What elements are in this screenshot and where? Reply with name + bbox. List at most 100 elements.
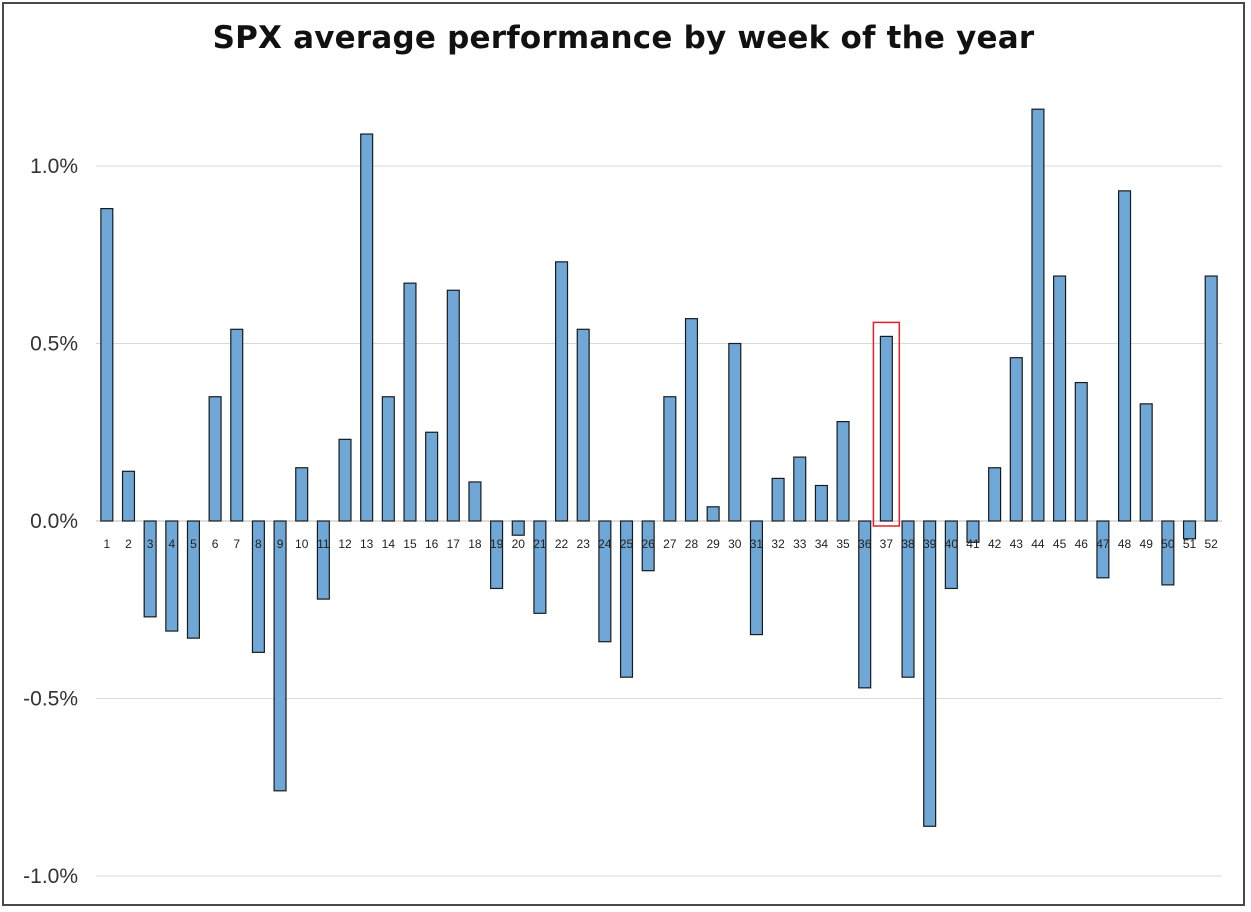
y-tick-label: 0.5% bbox=[30, 333, 78, 356]
bar-week-26 bbox=[641, 520, 655, 572]
x-tick-label: 24 bbox=[598, 537, 612, 551]
bar-week-51 bbox=[1182, 520, 1197, 540]
bar-week-34 bbox=[814, 484, 828, 522]
y-tick-label: -0.5% bbox=[23, 688, 78, 711]
x-tick-label: 21 bbox=[533, 537, 547, 551]
bar-week-49 bbox=[1139, 403, 1153, 522]
x-tick-label: 1 bbox=[103, 537, 110, 551]
x-tick-label: 30 bbox=[728, 537, 742, 551]
bar-week-28 bbox=[684, 318, 699, 522]
x-tick-label: 4 bbox=[168, 537, 175, 551]
x-tick-label: 9 bbox=[277, 537, 284, 551]
bar-week-22 bbox=[555, 261, 569, 522]
bar-week-47 bbox=[1096, 520, 1110, 579]
y-axis-ticks: 1.0% 0.5% 0.0% -0.5% -1.0% bbox=[23, 155, 78, 888]
bar-week-6 bbox=[208, 396, 222, 522]
bar-week-17 bbox=[446, 289, 460, 522]
x-tick-label: 36 bbox=[858, 537, 872, 551]
bar-week-13 bbox=[360, 133, 374, 522]
x-tick-label: 16 bbox=[425, 537, 439, 551]
x-tick-label: 39 bbox=[923, 537, 937, 551]
bar-week-3 bbox=[143, 520, 157, 618]
x-tick-label: 33 bbox=[793, 537, 807, 551]
x-tick-label: 12 bbox=[338, 537, 352, 551]
chart-title: SPX average performance by week of the y… bbox=[212, 20, 1035, 56]
x-tick-label: 31 bbox=[750, 537, 764, 551]
bar-week-33 bbox=[793, 456, 807, 522]
x-tick-label: 26 bbox=[641, 537, 655, 551]
x-tick-label: 48 bbox=[1118, 537, 1132, 551]
bar-week-16 bbox=[425, 431, 439, 522]
x-tick-label: 52 bbox=[1204, 537, 1218, 551]
x-tick-label: 34 bbox=[815, 537, 829, 551]
bar-week-9 bbox=[273, 520, 287, 792]
x-tick-label: 35 bbox=[836, 537, 850, 551]
x-tick-label: 8 bbox=[255, 537, 262, 551]
x-tick-label: 13 bbox=[360, 537, 374, 551]
bar-week-35 bbox=[836, 421, 850, 522]
x-tick-label: 45 bbox=[1053, 537, 1067, 551]
x-tick-label: 22 bbox=[555, 537, 569, 551]
bar-week-5 bbox=[186, 520, 200, 639]
x-tick-label: 43 bbox=[1010, 537, 1024, 551]
bar-week-15 bbox=[403, 282, 417, 522]
x-tick-label: 40 bbox=[945, 537, 959, 551]
x-tick-label: 25 bbox=[620, 537, 634, 551]
x-tick-label: 41 bbox=[966, 537, 980, 551]
x-tick-label: 18 bbox=[468, 537, 482, 551]
bar-week-31 bbox=[749, 520, 763, 636]
y-tick-label: -1.0% bbox=[23, 865, 78, 888]
bar-week-42 bbox=[988, 467, 1002, 522]
x-tick-label: 44 bbox=[1031, 537, 1045, 551]
bar-week-4 bbox=[165, 520, 179, 632]
x-tick-label: 10 bbox=[295, 537, 309, 551]
bar-week-44 bbox=[1031, 108, 1045, 522]
bar-week-7 bbox=[230, 328, 244, 522]
bar-week-29 bbox=[706, 506, 720, 522]
highlight-group bbox=[872, 321, 901, 527]
x-tick-label: 42 bbox=[988, 537, 1002, 551]
bar-week-52 bbox=[1204, 275, 1218, 522]
bar-week-1 bbox=[100, 208, 114, 522]
bar-week-23 bbox=[576, 328, 590, 522]
x-tick-label: 23 bbox=[577, 537, 591, 551]
x-tick-label: 47 bbox=[1096, 537, 1110, 551]
x-tick-label: 6 bbox=[212, 537, 219, 551]
x-tick-label: 37 bbox=[880, 537, 894, 551]
bar-week-46 bbox=[1074, 381, 1088, 522]
bar-week-48 bbox=[1118, 190, 1132, 522]
x-tick-label: 5 bbox=[190, 537, 197, 551]
bar-week-27 bbox=[663, 396, 677, 522]
bar-week-30 bbox=[728, 342, 742, 522]
bar-week-2 bbox=[121, 470, 136, 522]
bar-week-41 bbox=[966, 520, 980, 543]
bar-week-11 bbox=[316, 520, 330, 600]
bars bbox=[100, 108, 1218, 827]
bar-week-38 bbox=[901, 520, 915, 678]
highlight-box bbox=[872, 321, 901, 527]
bar-week-25 bbox=[619, 520, 634, 678]
x-tick-label: 28 bbox=[685, 537, 699, 551]
x-tick-label: 17 bbox=[447, 537, 461, 551]
x-tick-label: 29 bbox=[706, 537, 720, 551]
bar-week-36 bbox=[858, 520, 872, 689]
bar-week-39 bbox=[923, 520, 937, 827]
x-tick-label: 38 bbox=[901, 537, 915, 551]
bar-week-21 bbox=[533, 520, 547, 614]
bar-week-12 bbox=[338, 438, 352, 522]
bar-week-10 bbox=[295, 467, 309, 522]
bar-week-8 bbox=[251, 520, 265, 653]
bar-week-45 bbox=[1053, 275, 1067, 522]
y-tick-label: 0.0% bbox=[30, 510, 78, 533]
x-tick-label: 3 bbox=[147, 537, 154, 551]
bar-week-43 bbox=[1009, 357, 1023, 522]
x-tick-label: 19 bbox=[490, 537, 504, 551]
bar-week-24 bbox=[598, 520, 612, 643]
bar-week-37 bbox=[879, 335, 893, 522]
x-tick-label: 20 bbox=[512, 537, 526, 551]
x-tick-label: 2 bbox=[125, 537, 132, 551]
x-axis-ticks: 1 2 3 4 5 6 7 8 9 10 11 12 13 14 15 16 17 18 19 20 21 22 23 24 2… bbox=[103, 537, 1218, 551]
bar-week-40 bbox=[944, 520, 958, 590]
y-tick-label: 1.0% bbox=[30, 155, 78, 178]
